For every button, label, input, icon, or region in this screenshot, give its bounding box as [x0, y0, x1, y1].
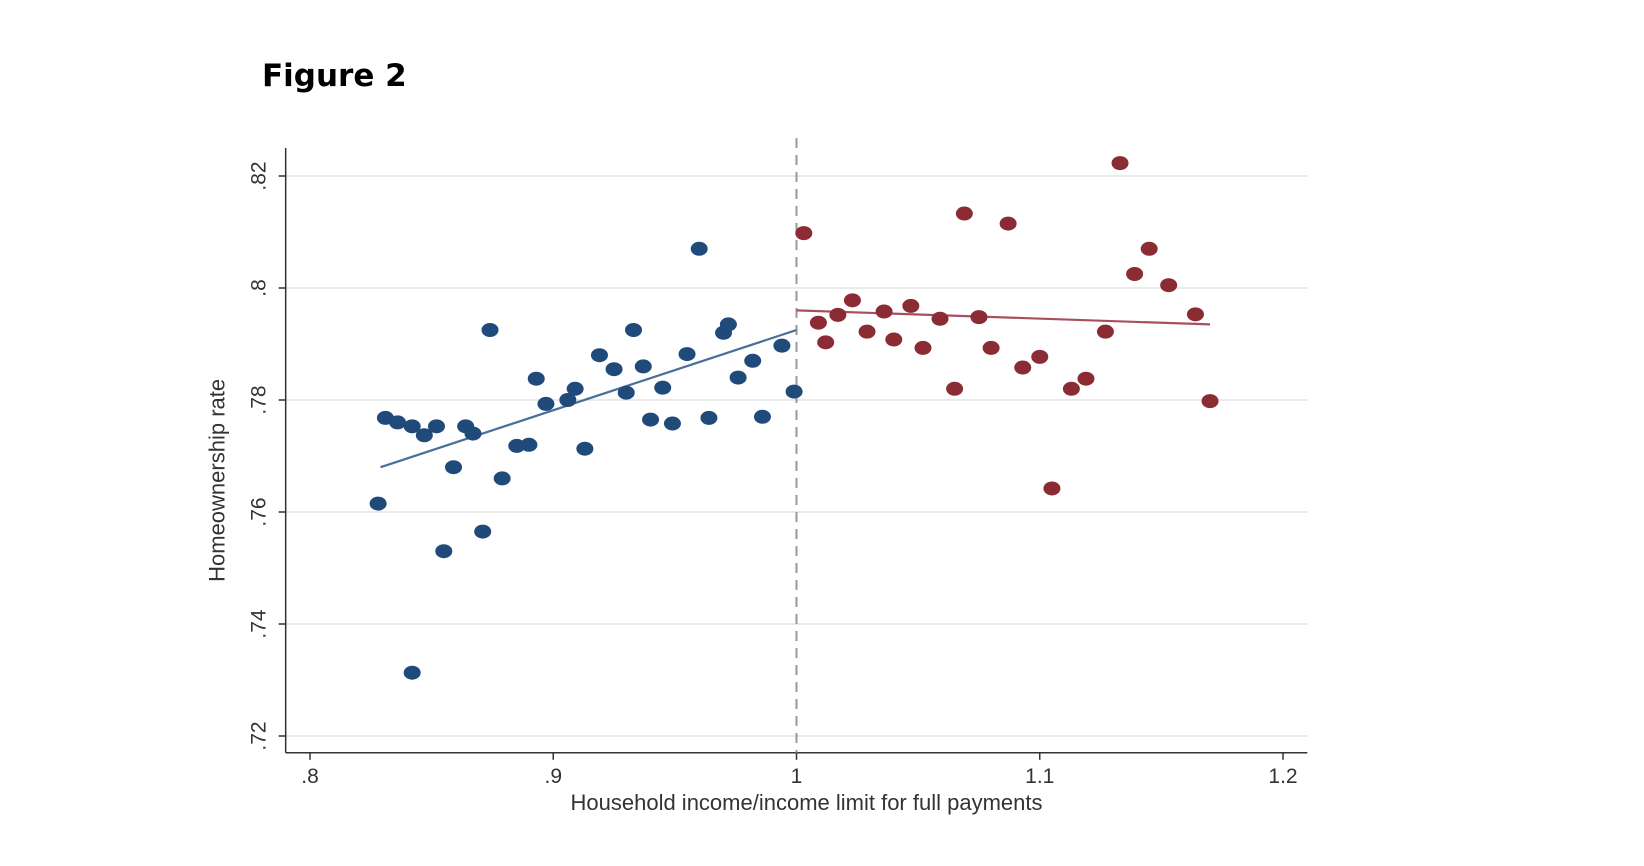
data-point — [1111, 156, 1129, 171]
x-tick-label: 1 — [791, 765, 803, 788]
data-point — [753, 409, 771, 424]
data-points — [369, 156, 1219, 680]
data-point — [809, 315, 827, 330]
data-point — [403, 665, 421, 680]
x-axis-label: Household income/income limit for full p… — [571, 790, 1043, 815]
y-tick-label: .76 — [248, 497, 271, 526]
data-point — [435, 544, 453, 559]
figure-title: Figure 2 — [262, 58, 407, 94]
data-point — [642, 412, 660, 427]
data-point — [527, 371, 545, 386]
data-point — [875, 304, 893, 319]
data-point — [829, 307, 847, 322]
data-point — [617, 385, 635, 400]
data-point — [1014, 360, 1032, 375]
data-point — [843, 293, 861, 308]
data-point — [1043, 481, 1061, 496]
data-point — [625, 323, 643, 337]
data-point — [931, 311, 949, 326]
y-tick-label: .82 — [248, 161, 271, 190]
data-point — [445, 460, 463, 475]
tick-labels: .72 .74 .76 .78 .8 .82 .8 .9 1 1.1 1.2 — [248, 161, 1298, 787]
data-point — [537, 396, 555, 411]
fit-line — [796, 309, 1211, 326]
x-tick-label: .8 — [301, 765, 319, 788]
data-point — [389, 415, 407, 430]
fit-lines — [380, 309, 1211, 469]
data-point — [729, 370, 747, 385]
data-point — [663, 416, 681, 431]
data-point — [1160, 278, 1178, 293]
data-point — [744, 353, 762, 368]
data-point — [914, 340, 932, 355]
data-point — [481, 323, 499, 337]
data-point — [1077, 371, 1095, 386]
data-point — [902, 298, 920, 313]
data-point — [982, 340, 1000, 355]
y-tick-label: .8 — [248, 279, 271, 297]
data-point — [493, 471, 511, 486]
data-point — [970, 310, 988, 325]
y-tick-label: .72 — [248, 721, 271, 750]
data-point — [605, 362, 623, 377]
data-point — [773, 338, 791, 353]
data-point — [415, 428, 433, 443]
data-point — [700, 410, 718, 425]
data-point — [690, 241, 708, 256]
data-point — [559, 393, 577, 407]
x-tick-label: 1.2 — [1268, 765, 1297, 788]
data-point — [1031, 349, 1049, 364]
data-point — [427, 419, 445, 434]
fit-line — [380, 328, 797, 469]
data-point — [474, 524, 492, 539]
data-point — [520, 437, 538, 452]
x-tick-label: 1.1 — [1025, 765, 1054, 788]
data-point — [999, 216, 1017, 231]
data-point — [1140, 241, 1158, 256]
data-point — [1096, 324, 1114, 339]
data-point — [1201, 394, 1219, 409]
data-point — [634, 359, 652, 374]
y-axis-label: Homeownership rate — [205, 379, 230, 582]
data-point — [946, 381, 964, 396]
data-point — [885, 332, 903, 347]
x-tick-label: .9 — [544, 765, 562, 788]
y-tick-label: .74 — [248, 609, 271, 639]
data-point — [955, 206, 973, 221]
data-point — [1126, 267, 1144, 281]
data-point — [403, 419, 421, 434]
data-point — [464, 426, 482, 441]
data-point — [858, 324, 876, 339]
data-point — [576, 441, 594, 456]
data-point — [566, 381, 584, 396]
data-point — [1062, 381, 1080, 396]
data-point — [1186, 307, 1204, 322]
data-point — [719, 317, 737, 332]
data-point — [817, 335, 835, 350]
data-point — [590, 348, 608, 363]
data-point — [654, 380, 672, 395]
y-tick-label: .78 — [248, 385, 271, 414]
data-point — [678, 347, 696, 362]
data-point — [369, 496, 387, 511]
data-point — [795, 226, 813, 241]
data-point — [785, 384, 803, 399]
